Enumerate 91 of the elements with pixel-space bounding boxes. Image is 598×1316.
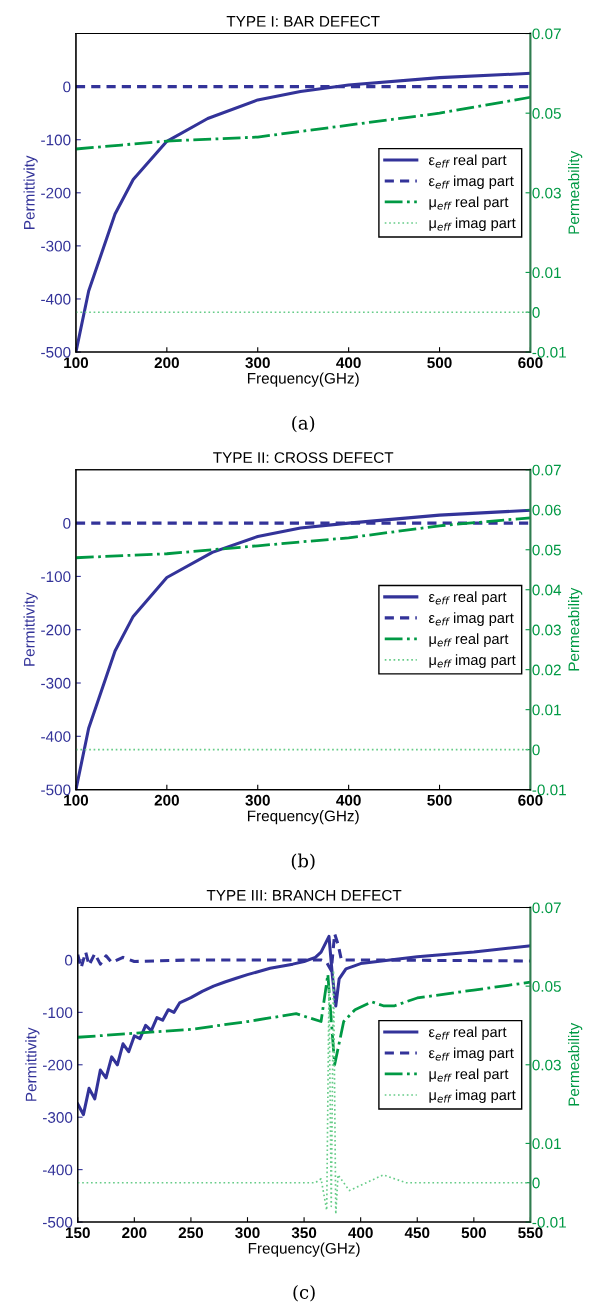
y-tick-label: -200 [41, 624, 71, 636]
chart-title: TYPE II: CROSS DEFECT [213, 452, 394, 464]
legend-label: μ$_{eff}$ imag part [429, 654, 516, 668]
y2-axis-title: Permeability [568, 150, 583, 234]
y2-tick-label: 0.05 [532, 544, 561, 556]
y-tick-label: -300 [41, 677, 71, 689]
y2-tick-label: 0 [532, 744, 540, 756]
x-tick-label: 550 [518, 1227, 543, 1239]
y-axis-title: Permittivity [23, 155, 38, 229]
y-tick-label: -500 [42, 1216, 73, 1228]
y-tick-label: 0 [63, 81, 71, 93]
y2-tick-label: 0.01 [532, 267, 561, 279]
y2-tick-label: -0.01 [532, 346, 566, 358]
y2-tick-label: 0.01 [532, 1138, 561, 1150]
legend-label: ε$_{eff}$ imag part [428, 1047, 514, 1062]
x-tick-label: 150 [65, 1227, 90, 1239]
x-tick-label: 600 [518, 357, 543, 369]
chart-title: TYPE III: BRANCH DEFECT [206, 889, 402, 901]
chart-title: TYPE I: BAR DEFECT [226, 15, 380, 27]
x-tick-label: 200 [122, 1227, 147, 1239]
legend-label: ε$_{eff}$ real part [428, 1026, 507, 1041]
y2-tick-label: 0.07 [532, 464, 561, 476]
y2-tick-label: 0.03 [532, 624, 561, 636]
y2-tick-label: 0.05 [532, 981, 561, 992]
x-tick-label: 300 [245, 794, 270, 806]
y2-axis-title: Permeability [568, 1022, 583, 1106]
x-axis-title: Frequency(GHz) [247, 372, 359, 387]
x-tick-label: 400 [336, 357, 361, 369]
y-tick-label: -400 [42, 1164, 73, 1176]
x-tick-label: 200 [154, 357, 179, 369]
x-tick-label: 500 [427, 794, 452, 806]
y-axis-title: Permittivity [25, 1027, 40, 1101]
legend-label: μ$_{eff}$ real part [429, 1068, 509, 1083]
y-tick-label: -500 [41, 784, 71, 796]
x-tick-label: 200 [154, 794, 179, 806]
x-tick-label: 400 [336, 794, 361, 806]
x-tick-label: 600 [518, 794, 543, 806]
y2-tick-label: 0.02 [532, 664, 561, 676]
y2-tick-label: 0.01 [532, 704, 561, 716]
x-tick-label: 300 [245, 357, 270, 369]
x-tick-label: 100 [64, 794, 89, 806]
y-tick-label: -300 [42, 1112, 73, 1123]
y2-tick-label: 0 [532, 307, 540, 318]
y2-tick-label: -0.01 [532, 784, 566, 796]
line-series [75, 95, 531, 151]
y2-tick-label: 0.07 [532, 28, 561, 40]
y-axis-title: Permittivity [23, 592, 38, 666]
y-tick-label: 0 [64, 954, 73, 966]
y-tick-label: -200 [42, 1059, 73, 1071]
y2-tick-label: 0.07 [532, 902, 561, 914]
y-tick-label: -400 [41, 293, 71, 305]
y-tick-label: -100 [41, 571, 71, 583]
legend-label: ε$_{eff}$ imag part [428, 175, 514, 190]
x-axis-title: Frequency(GHz) [247, 810, 359, 825]
x-tick-label: 100 [64, 357, 89, 369]
y2-tick-label: 0.04 [532, 584, 562, 596]
y-tick-label: -200 [41, 187, 71, 199]
y2-tick-label: 0.05 [532, 108, 561, 119]
y-tick-label: -300 [41, 240, 71, 252]
legend-label: μ$_{eff}$ real part [429, 196, 509, 211]
x-tick-label: 350 [291, 1227, 317, 1239]
legend-label: μ$_{eff}$ imag part [429, 1089, 516, 1104]
y-tick-label: -500 [41, 346, 71, 358]
line-series [77, 934, 531, 1117]
y2-axis-title: Permeability [568, 587, 583, 671]
x-tick-label: 400 [348, 1227, 373, 1239]
y-tick-label: -100 [41, 134, 71, 146]
y-tick-label: 0 [63, 517, 71, 529]
text: (b) [291, 853, 315, 871]
x-tick-label: 500 [427, 357, 452, 369]
legend-label: ε$_{eff}$ real part [428, 154, 507, 169]
y-tick-label: -100 [42, 1007, 73, 1019]
text: (c) [293, 1284, 315, 1302]
legend-label: ε$_{eff}$ real part [428, 591, 507, 605]
x-tick-label: 450 [404, 1227, 430, 1239]
y-tick-label: -400 [41, 731, 71, 742]
x-tick-label: 250 [178, 1227, 204, 1239]
legend-label: μ$_{eff}$ real part [429, 633, 509, 647]
line-series [75, 516, 531, 560]
y2-tick-label: 0.03 [532, 1059, 561, 1071]
y2-tick-label: 0.06 [532, 504, 561, 516]
y2-tick-label: -0.01 [532, 1216, 566, 1228]
line-series [77, 972, 531, 1067]
x-tick-label: 500 [461, 1227, 486, 1239]
x-axis-title: Frequency(GHz) [248, 1242, 360, 1257]
legend-label: μ$_{eff}$ imag part [429, 217, 516, 232]
y2-tick-label: 0.03 [532, 187, 561, 199]
y2-tick-label: 0 [532, 1177, 540, 1189]
legend-label: ε$_{eff}$ imag part [428, 612, 514, 626]
x-tick-label: 300 [235, 1227, 260, 1239]
text: (a) [292, 415, 315, 433]
